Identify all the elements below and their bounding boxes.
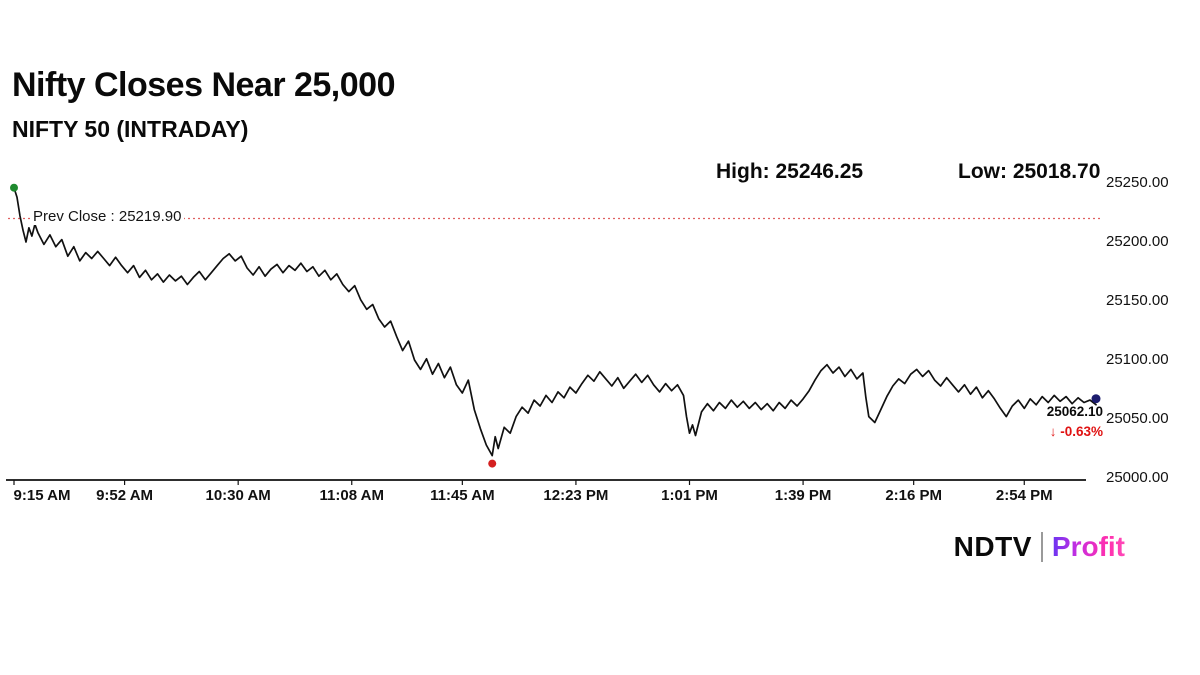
open-marker-dot [10, 183, 18, 192]
high-value-label: High: 25246.25 [716, 160, 864, 183]
last-change-label: ↓ -0.63% [1049, 424, 1103, 439]
last-marker-dot [1091, 394, 1101, 404]
page-title: Nifty Closes Near 25,000 [12, 66, 395, 104]
chart-subtitle: NIFTY 50 (INTRADAY) [12, 116, 249, 142]
profit-logo-text: Profit [1051, 531, 1125, 562]
ndtv-profit-logo: NDTV Profit [954, 531, 1125, 563]
low-marker-dot [488, 459, 497, 468]
low-value-label: Low: 25018.70 [958, 160, 1101, 183]
last-price-label: 25062.10 [1046, 404, 1103, 419]
prev-close-label: Prev Close : 25219.90 [30, 208, 185, 225]
ndtv-logo-text: NDTV [953, 531, 1032, 562]
price-line [13, 186, 1097, 457]
logo-separator [1040, 532, 1043, 562]
